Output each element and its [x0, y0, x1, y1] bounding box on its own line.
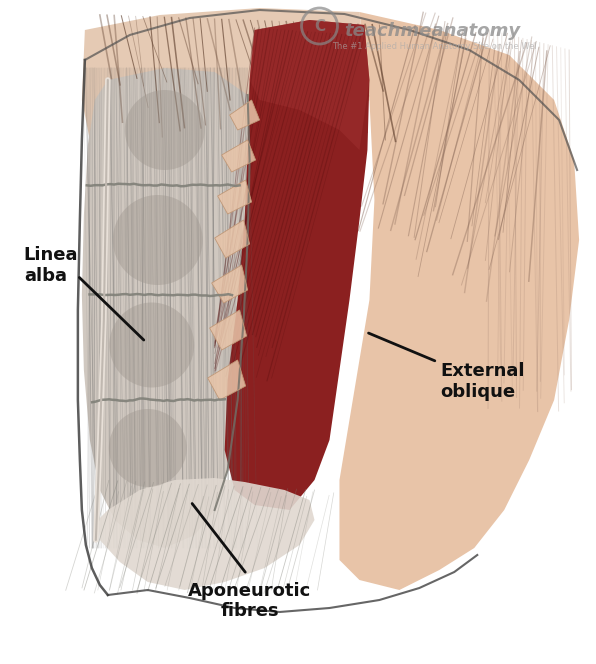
Polygon shape	[222, 140, 256, 172]
Ellipse shape	[113, 195, 203, 285]
Text: teachmeanatomy: teachmeanatomy	[344, 22, 520, 40]
Ellipse shape	[109, 303, 194, 388]
Polygon shape	[215, 220, 250, 258]
Text: Aponeurotic
fibres: Aponeurotic fibres	[188, 582, 312, 620]
Text: Linea
alba: Linea alba	[24, 246, 78, 285]
Text: C: C	[314, 19, 325, 33]
Text: External
oblique: External oblique	[440, 363, 525, 401]
Polygon shape	[210, 310, 247, 350]
Polygon shape	[82, 8, 370, 160]
Polygon shape	[207, 360, 246, 400]
Text: The #1 Applied Human Anatomy Site on the Wel: The #1 Applied Human Anatomy Site on the…	[333, 42, 537, 51]
Polygon shape	[76, 8, 579, 605]
Polygon shape	[340, 12, 579, 590]
Ellipse shape	[125, 90, 204, 170]
Polygon shape	[218, 180, 252, 214]
Polygon shape	[229, 100, 260, 130]
Ellipse shape	[109, 409, 187, 487]
Polygon shape	[212, 265, 247, 303]
Polygon shape	[98, 478, 315, 590]
Polygon shape	[250, 20, 370, 150]
Polygon shape	[82, 68, 250, 548]
Polygon shape	[225, 20, 370, 510]
